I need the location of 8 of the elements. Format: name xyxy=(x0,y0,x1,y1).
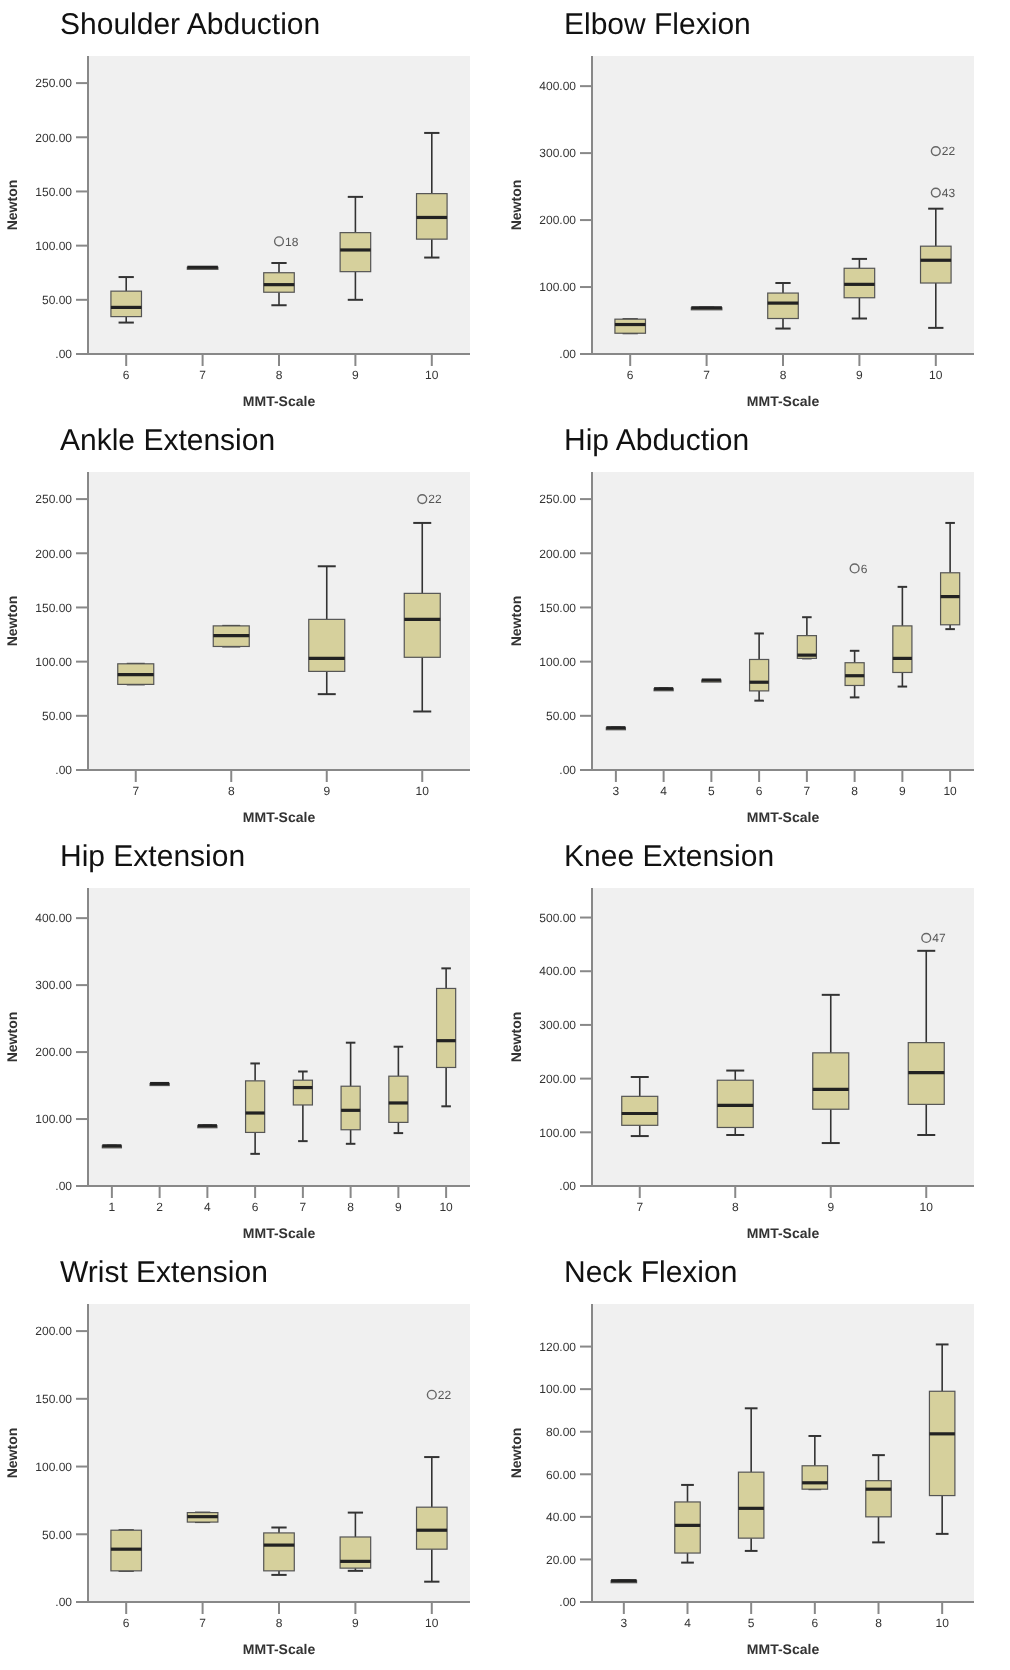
chart-title: Wrist Extension xyxy=(58,1256,270,1292)
chart-title: Ankle Extension xyxy=(58,424,278,460)
chart-title: Hip Extension xyxy=(58,840,248,876)
chart-title: Elbow Flexion xyxy=(562,8,753,44)
chart-title: Knee Extension xyxy=(562,840,777,876)
chart-title: Neck Flexion xyxy=(562,1256,740,1292)
chart-title: Shoulder Abduction xyxy=(58,8,323,44)
chart-title: Hip Abduction xyxy=(562,424,752,460)
